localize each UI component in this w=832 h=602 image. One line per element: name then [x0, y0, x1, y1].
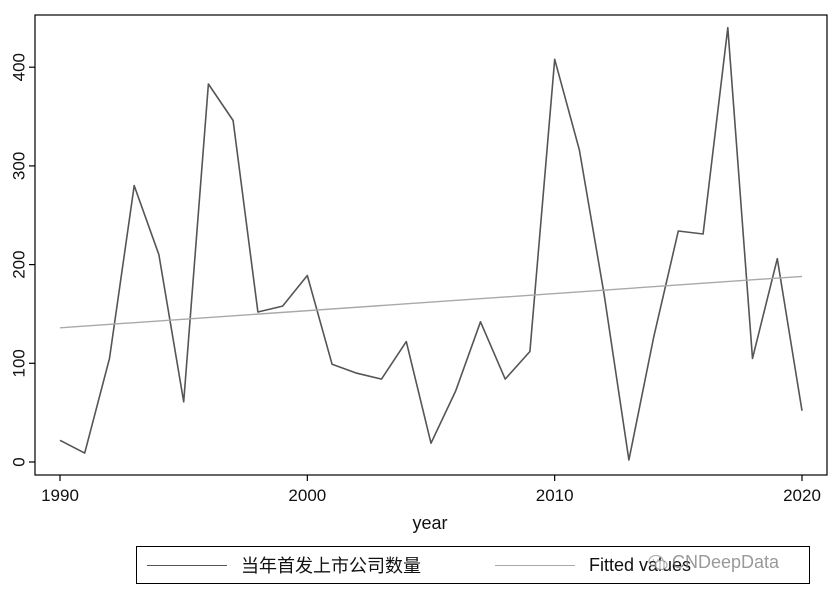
y-tick-label-0: 0: [9, 457, 28, 466]
series-line-2: [59, 275, 803, 329]
legend-label-series-2: Fitted values: [589, 554, 692, 575]
x-axis-title: year: [412, 513, 447, 533]
legend-label-series-1: 当年首发上市公司数量: [241, 556, 421, 576]
y-tick-label-100: 100: [9, 349, 28, 377]
x-tick-label-2010: 2010: [536, 486, 574, 505]
wechat-icon: [648, 554, 668, 570]
line-chart: 0 100 200 300 400 1990 2000 2010 2020 year: [9, 14, 828, 533]
legend-item-series-2: Fitted values: [495, 547, 691, 583]
watermark-text: CNDeepData: [672, 552, 780, 572]
y-tick-label-200: 200: [9, 250, 28, 278]
legend-item-series-1: 当年首发上市公司数量: [147, 547, 421, 583]
x-tick-label-2000: 2000: [288, 486, 326, 505]
y-tick-label-300: 300: [9, 152, 28, 180]
axes: 0 100 200 300 400 1990 2000 2010 2020: [9, 53, 820, 505]
x-tick-label-2020: 2020: [783, 486, 821, 505]
series-line-1: [59, 26, 803, 461]
plot-frame: [34, 14, 828, 476]
legend: 当年首发上市公司数量 Fitted values: [136, 546, 810, 584]
legend-swatch-series-2: [495, 564, 575, 566]
y-tick-label-400: 400: [9, 53, 28, 81]
series-layer: [59, 26, 803, 461]
legend-swatch-series-1: [147, 564, 227, 566]
watermark: CNDeepData: [648, 552, 779, 573]
x-tick-label-1990: 1990: [41, 486, 79, 505]
